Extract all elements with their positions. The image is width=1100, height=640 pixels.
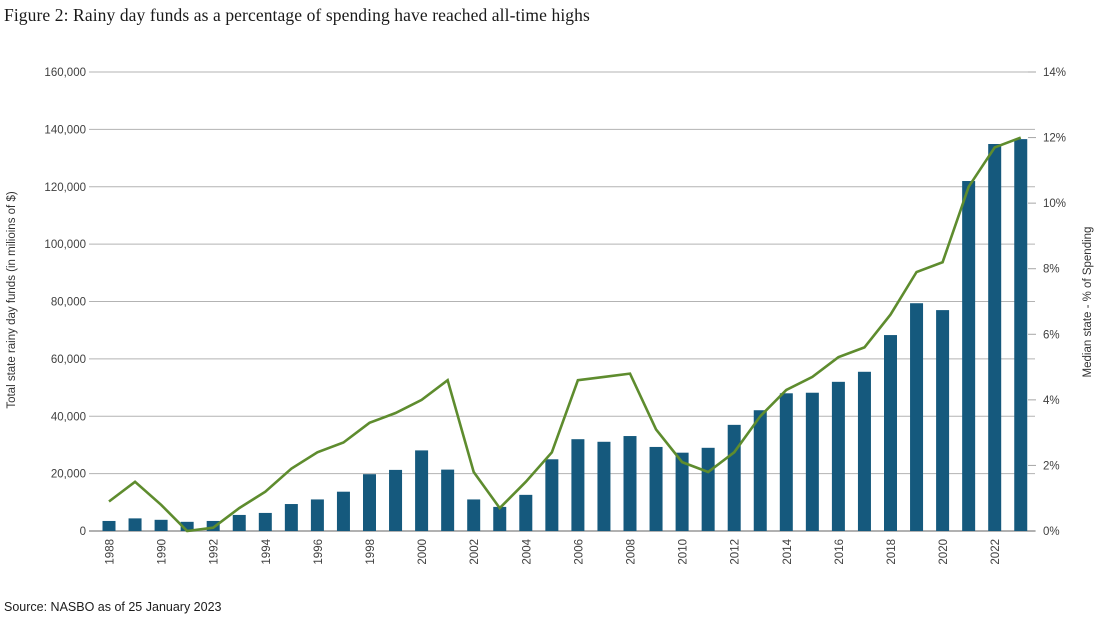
x-axis-tick-label: 2014 [782, 538, 794, 564]
bar-2016 [831, 381, 845, 531]
right-axis-tick-label: 6% [1043, 329, 1060, 341]
bar-2017 [857, 371, 871, 531]
bar-2021 [962, 181, 976, 531]
x-axis-tick-label: 2004 [521, 538, 533, 564]
figure-title: Figure 2: Rainy day funds as a percentag… [4, 5, 590, 25]
bar-1988 [102, 520, 116, 531]
right-axis-tick-labels: 0% 2% 4% 6% 8% 10% 12% 14% [1043, 67, 1066, 538]
bar-2003 [493, 506, 507, 531]
bar-2005 [545, 459, 559, 531]
bar-1991 [180, 521, 194, 531]
source-note: Source: NASBO as of 25 January 2023 [4, 600, 222, 614]
x-axis-tick-label: 2018 [886, 539, 898, 565]
bar-2001 [441, 469, 455, 531]
x-axis-tick-label: 2012 [730, 539, 742, 565]
left-axis-tick-label: 100,000 [44, 239, 86, 251]
x-axis-tick-label: 2006 [573, 539, 585, 565]
right-axis-tick-label: 14% [1043, 67, 1066, 79]
left-axis-tick-label: 20,000 [51, 469, 86, 481]
x-axis-tick-label: 1990 [157, 539, 169, 565]
right-axis-tick-label: 10% [1043, 198, 1066, 210]
bar-1993 [232, 514, 246, 531]
bar-1992 [206, 520, 220, 531]
bar-2013 [753, 410, 767, 531]
x-axis-tick-label: 2000 [417, 539, 429, 565]
bar-2023 [1014, 139, 1028, 531]
left-axis-title: Total state rainy day funds (in milioins… [6, 191, 18, 408]
bar-2020 [936, 310, 950, 531]
right-axis-tick-label: 8% [1043, 264, 1060, 276]
bar-1994 [258, 512, 272, 531]
bar-2022 [988, 144, 1002, 532]
bar-2008 [623, 436, 637, 531]
bar-2014 [779, 393, 793, 531]
x-axis-tick-label: 2008 [626, 539, 638, 565]
bar-1996 [310, 499, 324, 531]
bar-2015 [805, 392, 819, 531]
left-axis-tick-labels: 0 20,000 40,000 60,000 80,000 100,000 120,000 1… [44, 67, 86, 538]
bar-1997 [336, 491, 350, 531]
bar-1990 [154, 519, 168, 531]
left-axis-tick-label: 120,000 [44, 182, 86, 194]
bar-2011 [701, 447, 715, 531]
right-axis-tick-label: 2% [1043, 460, 1060, 472]
right-axis-tick-label: 12% [1043, 133, 1066, 145]
left-axis-tick-label: 80,000 [51, 297, 86, 309]
bar-series-total-rainy-day-funds [102, 139, 1028, 532]
right-axis-tick-label: 0% [1043, 526, 1060, 538]
x-axis-tick-label: 1996 [313, 539, 325, 565]
gridlines [89, 71, 1035, 532]
bar-2009 [649, 446, 663, 531]
bar-1989 [128, 518, 142, 531]
x-axis-tick-label: 2010 [678, 539, 690, 565]
bar-2010 [675, 452, 689, 531]
left-axis-tick-label: 40,000 [51, 411, 86, 423]
x-axis-tick-label: 1994 [261, 538, 273, 564]
bar-2004 [519, 494, 533, 531]
x-axis-tick-label: 1988 [105, 539, 117, 565]
right-axis-tick-label: 4% [1043, 395, 1060, 407]
bar-2018 [884, 335, 897, 531]
median-percent-line [108, 136, 1022, 533]
right-axis-title: Median state - % of Spending [1082, 227, 1094, 378]
x-axis-tick-label: 2002 [469, 539, 481, 565]
x-axis-tick-label: 2016 [834, 539, 846, 565]
x-axis-tick-labels: 1988 1990 1992 1994 1996 1998 2000 2002 2004 2006… [105, 538, 1003, 564]
x-axis-tick-label: 2020 [938, 539, 950, 565]
x-axis-tick-label: 1998 [365, 539, 377, 565]
bar-2000 [415, 450, 429, 531]
bar-2002 [467, 499, 481, 531]
left-axis-tick-label: 0 [80, 526, 86, 538]
left-axis-tick-label: 140,000 [44, 124, 86, 136]
x-axis-tick-label: 2022 [990, 539, 1002, 565]
bar-2012 [727, 424, 741, 531]
right-axis-ticks [1028, 71, 1036, 532]
bar-1999 [389, 469, 403, 531]
bar-1995 [284, 504, 298, 531]
bar-2006 [571, 439, 585, 531]
x-axis-tick-label: 1992 [209, 539, 221, 565]
left-axis-tick-label: 160,000 [44, 67, 86, 79]
left-axis-tick-label: 60,000 [51, 354, 86, 366]
bar-2019 [910, 303, 924, 531]
bar-1998 [363, 474, 376, 531]
bar-2007 [597, 441, 611, 531]
